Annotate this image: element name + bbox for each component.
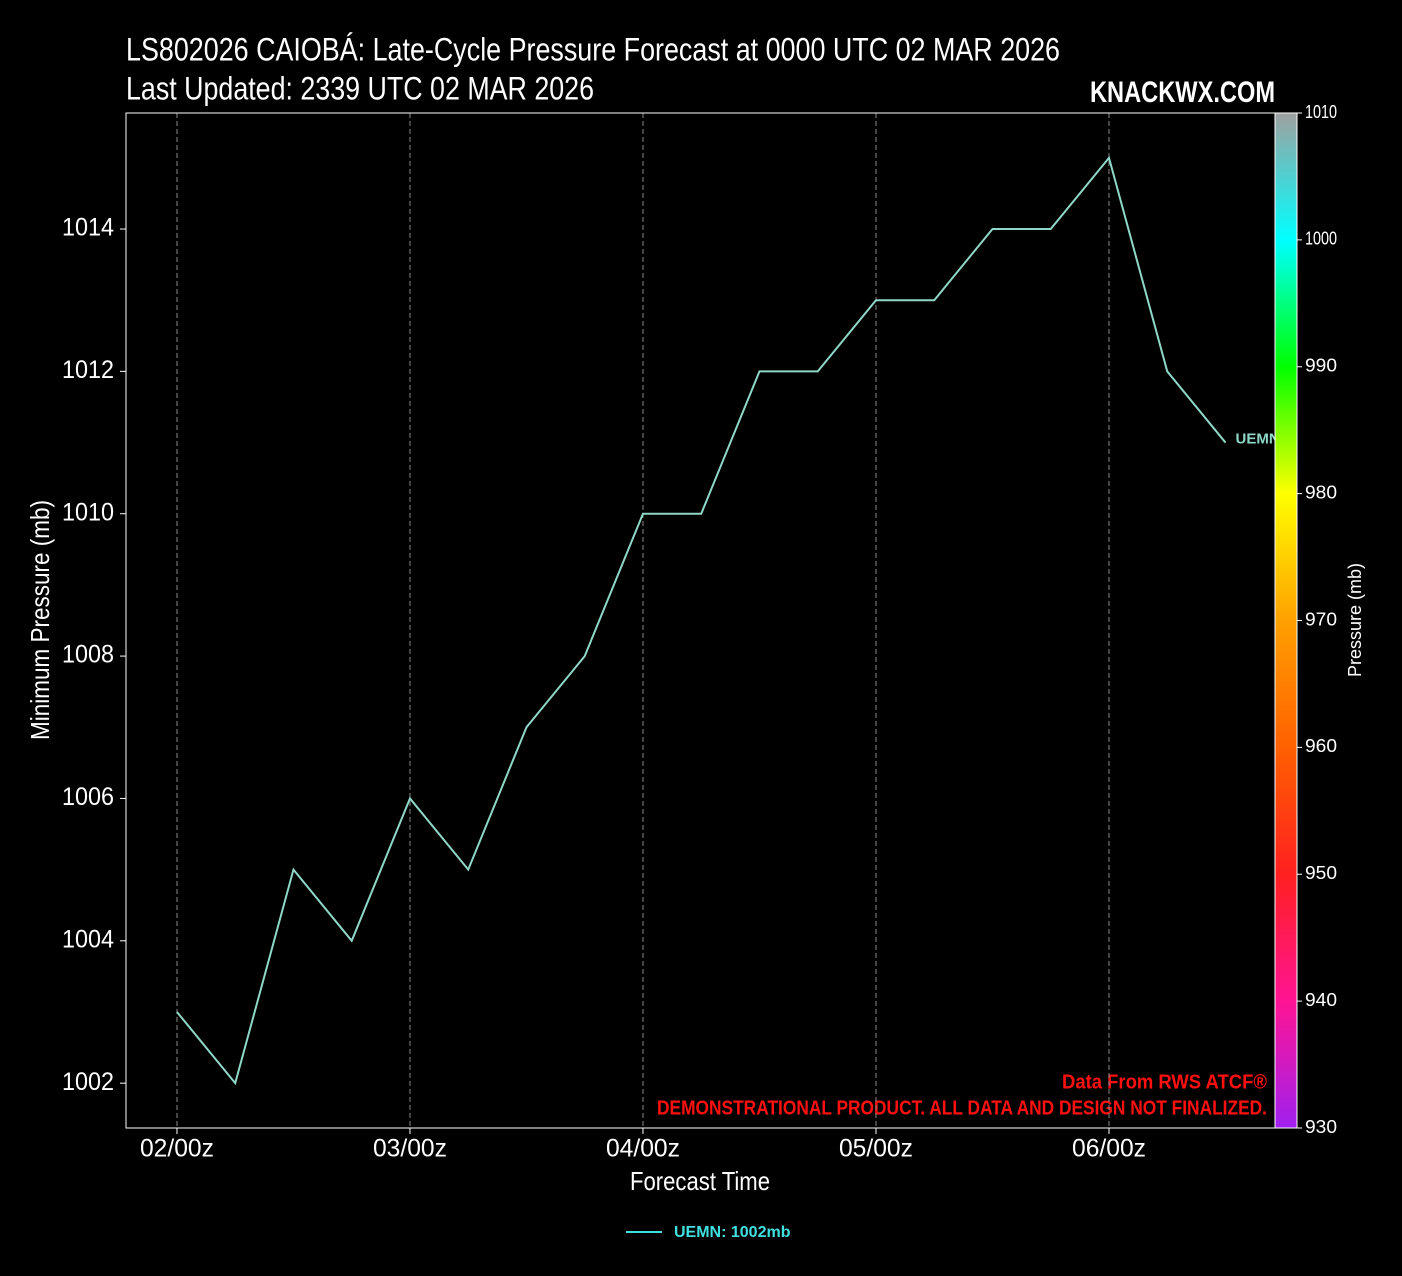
y-axis-label: Minimum Pressure (mb) xyxy=(25,500,55,740)
brand: KNACKWX.COM xyxy=(1090,76,1275,109)
chart-title: LS802026 CAIOBÁ: Late-Cycle Pressure For… xyxy=(126,31,1060,67)
legend-label: UEMN: 1002mb xyxy=(674,1224,791,1241)
colorbar-tick-label: 950 xyxy=(1305,863,1337,883)
disclaimer: DEMONSTRATIONAL PRODUCT. ALL DATA AND DE… xyxy=(657,1097,1267,1119)
x-tick-label: 05/00z xyxy=(839,1135,913,1163)
series-line xyxy=(176,155,1227,1086)
y-tick-label: 1004 xyxy=(62,925,114,953)
colorbar-label: Pressure (mb) xyxy=(1345,563,1365,677)
x-tick-label: 06/00z xyxy=(1072,1135,1146,1163)
colorbar-tick-label: 960 xyxy=(1305,736,1337,756)
x-axis-label: Forecast Time xyxy=(630,1166,770,1196)
x-tick-label: 03/00z xyxy=(373,1135,447,1163)
colorbar xyxy=(1274,112,1298,1129)
y-tick-label: 1010 xyxy=(62,498,114,526)
colorbar-tick-label: 940 xyxy=(1305,990,1337,1010)
colorbar-tick-label: 990 xyxy=(1305,356,1337,376)
y-tick-label: 1002 xyxy=(62,1068,114,1096)
y-tick-label: 1014 xyxy=(62,214,114,242)
colorbar-tick-label: 930 xyxy=(1305,1117,1337,1137)
x-tick-label: 02/00z xyxy=(140,1135,214,1163)
x-tick-label: 04/00z xyxy=(606,1135,680,1163)
y-tick-label: 1012 xyxy=(62,356,114,384)
chart-subtitle: Last Updated: 2339 UTC 02 MAR 2026 xyxy=(126,70,594,106)
y-tick-label: 1006 xyxy=(62,783,114,811)
colorbar-tick-label: 1010 xyxy=(1305,102,1337,122)
colorbar-tick-label: 980 xyxy=(1305,482,1337,502)
colorbar-tick-label: 970 xyxy=(1305,609,1337,629)
series-end-label: UEMN xyxy=(1235,431,1279,448)
y-tick-label: 1008 xyxy=(62,641,114,669)
source-note: Data From RWS ATCF® xyxy=(1062,1071,1267,1093)
colorbar-tick-label: 1000 xyxy=(1305,229,1337,249)
